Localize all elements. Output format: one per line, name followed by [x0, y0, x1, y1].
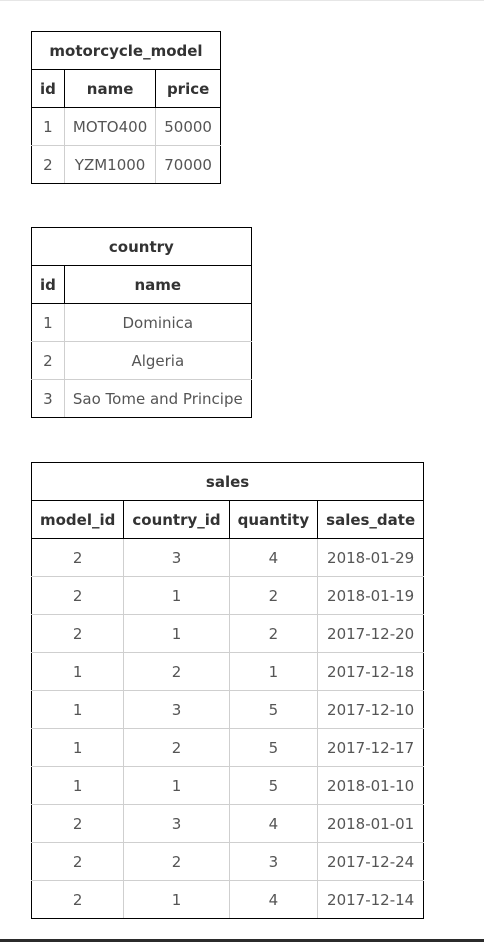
table-cell: 4 [228, 538, 319, 577]
table-row: 1 2 1 2017-12-18 [30, 652, 425, 691]
table-cell: 2 [30, 614, 125, 653]
table-cell: 2 [123, 728, 230, 767]
table-cell: 5 [228, 728, 319, 767]
table-cell: 1 [31, 303, 65, 342]
top-divider [0, 0, 484, 1]
table-cell: 4 [228, 804, 319, 843]
table-row: 1 Dominica [31, 303, 252, 342]
table-cell: Dominica [63, 303, 252, 342]
table-row: 2 3 4 2018-01-01 [30, 804, 425, 843]
table-cell: 2 [228, 614, 319, 653]
country-table: country id name 1 Dominica 2 Algeria 3 S… [31, 227, 252, 418]
bottom-bar [0, 939, 484, 942]
table-row: 1 2 5 2017-12-17 [30, 728, 425, 767]
table-cell: 2 [30, 576, 125, 615]
table-row: 1 1 5 2018-01-10 [30, 766, 425, 805]
table-cell: 2 [123, 842, 230, 881]
column-header: quantity [228, 500, 319, 539]
table-cell: 1 [30, 652, 125, 691]
table-title: country [31, 227, 252, 266]
table-cell: 2017-12-10 [317, 690, 425, 729]
table-cell: 5 [228, 690, 319, 729]
table-cell: 2 [30, 804, 125, 843]
table-cell: 2 [228, 576, 319, 615]
table-cell: YZM1000 [63, 145, 157, 184]
table-row: 2 1 2 2017-12-20 [30, 614, 425, 653]
table-row: 2 YZM1000 70000 [31, 145, 221, 184]
table-title: motorcycle_model [31, 31, 221, 70]
table-cell: 2018-01-29 [317, 538, 425, 577]
sales-table: sales model_id country_id quantity sales… [30, 462, 425, 919]
table-cell: MOTO400 [63, 107, 157, 146]
table-cell: Algeria [63, 341, 252, 380]
table-cell: 3 [123, 538, 230, 577]
table-row: 2 Algeria [31, 341, 252, 380]
table-cell: 2018-01-01 [317, 804, 425, 843]
column-header: price [155, 69, 221, 108]
table-cell: 1 [30, 690, 125, 729]
table-row: 2 3 4 2018-01-29 [30, 538, 425, 577]
table-title: sales [30, 462, 425, 501]
table-cell: 1 [31, 107, 65, 146]
table-cell: 5 [228, 766, 319, 805]
table-cell: 2 [123, 652, 230, 691]
table-cell: 2 [30, 842, 125, 881]
table-cell: 2017-12-17 [317, 728, 425, 767]
table-row: 2 2 3 2017-12-24 [30, 842, 425, 881]
table-cell: 3 [123, 690, 230, 729]
table-cell: 70000 [155, 145, 221, 184]
table-cell: Sao Tome and Principe [63, 379, 252, 418]
column-header: model_id [30, 500, 125, 539]
table-cell: 3 [31, 379, 65, 418]
table-cell: 2 [30, 538, 125, 577]
table-cell: 2 [31, 145, 65, 184]
column-header: id [31, 265, 65, 304]
table-cell: 1 [123, 766, 230, 805]
table-cell: 2017-12-24 [317, 842, 425, 881]
table-cell: 2 [31, 341, 65, 380]
table-cell: 2018-01-10 [317, 766, 425, 805]
table-row: 1 3 5 2017-12-10 [30, 690, 425, 729]
table-cell: 4 [228, 880, 319, 919]
column-header: sales_date [317, 500, 425, 539]
table-cell: 3 [123, 804, 230, 843]
table-cell: 1 [228, 652, 319, 691]
table-cell: 2017-12-18 [317, 652, 425, 691]
table-cell: 3 [228, 842, 319, 881]
table-cell: 2017-12-20 [317, 614, 425, 653]
table-cell: 1 [123, 576, 230, 615]
table-row: 2 1 2 2018-01-19 [30, 576, 425, 615]
table-row: 2 1 4 2017-12-14 [30, 880, 425, 919]
table-cell: 1 [30, 728, 125, 767]
table-cell: 1 [123, 614, 230, 653]
table-row: 1 MOTO400 50000 [31, 107, 221, 146]
table-row: 3 Sao Tome and Principe [31, 379, 252, 418]
table-cell: 2018-01-19 [317, 576, 425, 615]
column-header: name [63, 265, 252, 304]
table-cell: 2 [30, 880, 125, 919]
table-cell: 1 [123, 880, 230, 919]
table-cell: 50000 [155, 107, 221, 146]
column-header: country_id [123, 500, 230, 539]
table-cell: 1 [30, 766, 125, 805]
table-cell: 2017-12-14 [317, 880, 425, 919]
column-header: name [63, 69, 157, 108]
column-header: id [31, 69, 65, 108]
motorcycle-model-table: motorcycle_model id name price 1 MOTO400… [31, 31, 221, 184]
